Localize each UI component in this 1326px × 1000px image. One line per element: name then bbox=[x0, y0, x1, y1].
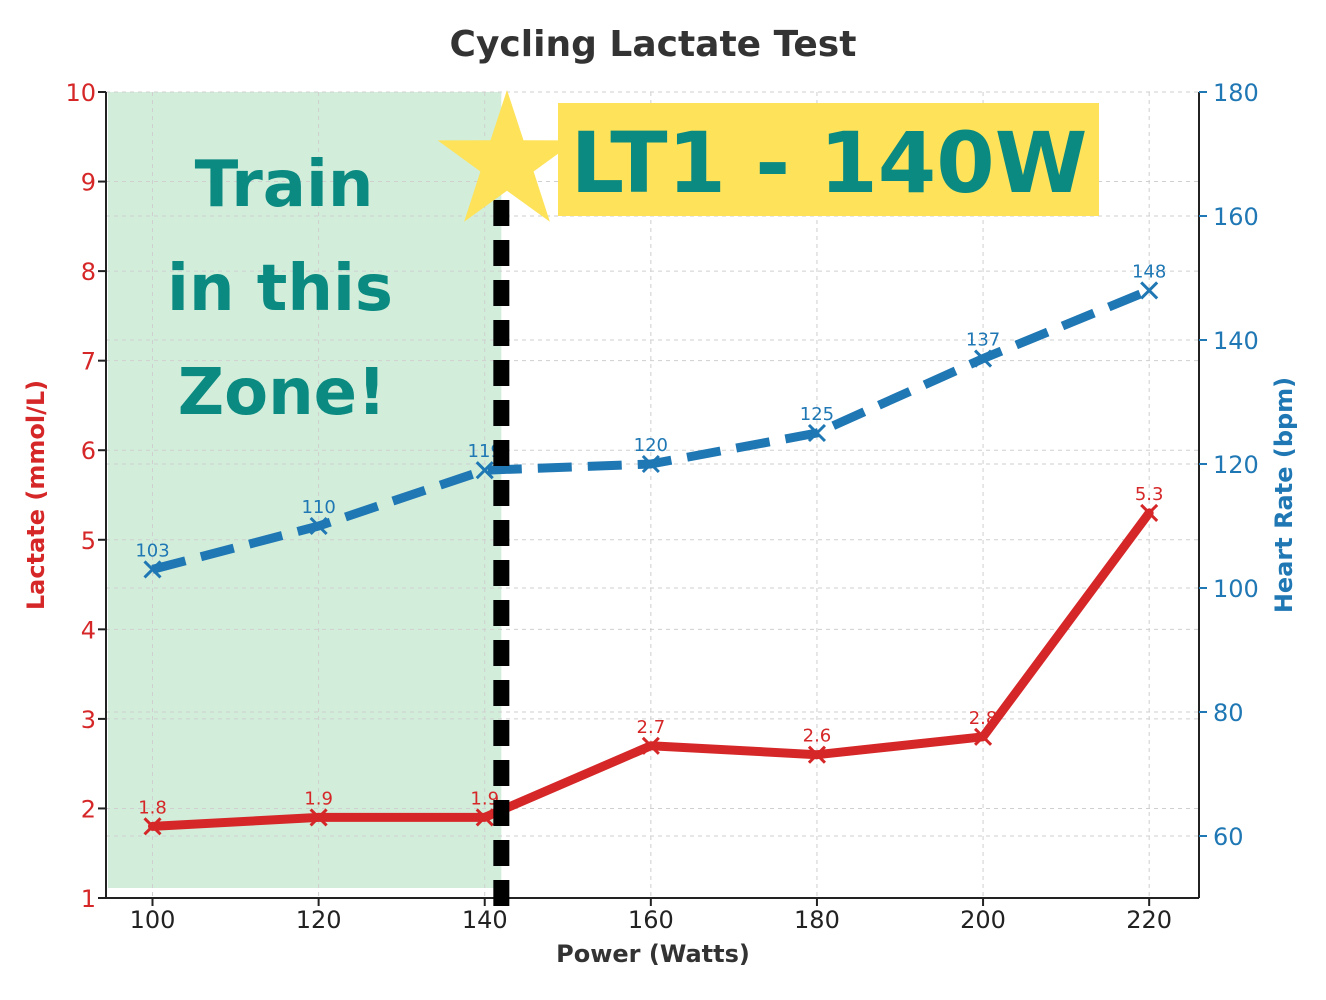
ticks: 1 2 3 4 5 6 7 8 9 10 60 80 100 120 140 160 180 100 120 140 1… bbox=[65, 79, 1258, 934]
lactate-marker bbox=[973, 727, 993, 746]
y-right-tick-label: 80 bbox=[1213, 699, 1244, 727]
lt1-banner bbox=[558, 103, 1099, 216]
y-left-tick-label: 9 bbox=[81, 169, 96, 197]
lactate-data-label: 2.7 bbox=[637, 717, 666, 738]
zone-line-1: Train bbox=[195, 148, 374, 222]
lactate-data-label: 2.8 bbox=[969, 708, 998, 729]
lactate-data-label: 5.3 bbox=[1135, 484, 1164, 505]
x-tick-label: 120 bbox=[296, 906, 342, 934]
y-left-tick-label: 1 bbox=[81, 885, 96, 913]
y-right-tick-label: 100 bbox=[1213, 575, 1259, 603]
heart-rate-marker bbox=[1140, 281, 1159, 300]
y-left-tick-label: 6 bbox=[81, 437, 96, 465]
x-tick-label: 100 bbox=[130, 906, 176, 934]
y-left-tick-label: 2 bbox=[81, 795, 96, 823]
x-tick-label: 180 bbox=[794, 906, 840, 934]
star-icon bbox=[437, 90, 577, 222]
y-left-tick-label: 5 bbox=[81, 527, 96, 555]
y-right-tick-label: 180 bbox=[1213, 79, 1259, 107]
lactate-marker bbox=[1140, 503, 1159, 522]
heart-rate-marker bbox=[807, 423, 827, 443]
lactate-data-label: 1.8 bbox=[138, 797, 167, 818]
lactate-marker bbox=[143, 817, 162, 836]
y-right-tick-label: 120 bbox=[1213, 451, 1259, 479]
heart-rate-data-label: 103 bbox=[135, 540, 169, 561]
x-tick-label: 140 bbox=[462, 906, 508, 934]
lactate-data-label: 1.9 bbox=[470, 788, 499, 809]
heart-rate-data-label: 137 bbox=[966, 330, 1000, 351]
series-layer bbox=[143, 281, 1159, 836]
y-left-tick-label: 10 bbox=[65, 79, 96, 107]
lactate-marker bbox=[641, 736, 660, 755]
lactate-marker bbox=[475, 808, 494, 827]
y-left-tick-label: 3 bbox=[81, 706, 96, 734]
y-left-axis-label: Lactate (mmol/L) bbox=[22, 380, 50, 610]
zone-line-2: in this bbox=[167, 252, 393, 326]
lactate-data-label: 1.9 bbox=[304, 788, 333, 809]
y-right-tick-label: 60 bbox=[1213, 823, 1244, 851]
y-left-tick-label: 7 bbox=[81, 348, 96, 376]
heart-rate-marker bbox=[475, 461, 494, 480]
zone-band bbox=[108, 92, 502, 888]
lactate-marker bbox=[807, 745, 827, 764]
y-right-tick-label: 140 bbox=[1213, 327, 1259, 355]
chart-title: Cycling Lactate Test bbox=[450, 24, 857, 65]
x-tick-label: 220 bbox=[1126, 906, 1172, 934]
y-right-tick-label: 160 bbox=[1213, 203, 1259, 231]
zone-line-3: Zone! bbox=[178, 356, 387, 430]
x-tick-label: 160 bbox=[628, 906, 674, 934]
heart-rate-marker bbox=[973, 349, 993, 368]
y-left-tick-label: 8 bbox=[81, 258, 96, 286]
heart-rate-marker bbox=[143, 560, 162, 579]
labels-layer: 1.8 1.9 1.9 2.7 2.6 2.8 5.3 103 110 119 120 125 137 1… bbox=[135, 261, 1166, 818]
heart-rate-data-label: 125 bbox=[800, 404, 834, 425]
heart-rate-marker bbox=[309, 516, 328, 536]
lactate-marker bbox=[309, 808, 328, 827]
heart-rate-data-label: 120 bbox=[634, 435, 668, 456]
x-axis-label: Power (Watts) bbox=[556, 940, 750, 968]
heart-rate-data-label: 148 bbox=[1132, 261, 1166, 282]
heart-rate-data-label: 110 bbox=[301, 497, 335, 518]
y-left-tick-label: 4 bbox=[81, 616, 96, 644]
y-right-axis-label: Heart Rate (bpm) bbox=[1270, 377, 1298, 613]
lactate-data-label: 2.6 bbox=[803, 726, 832, 747]
x-tick-label: 200 bbox=[960, 906, 1006, 934]
heart-rate-data-label: 119 bbox=[468, 441, 502, 462]
lt1-label: LT1 - 140W bbox=[571, 114, 1088, 212]
heart-rate-marker bbox=[641, 454, 660, 474]
axes bbox=[105, 92, 1200, 899]
